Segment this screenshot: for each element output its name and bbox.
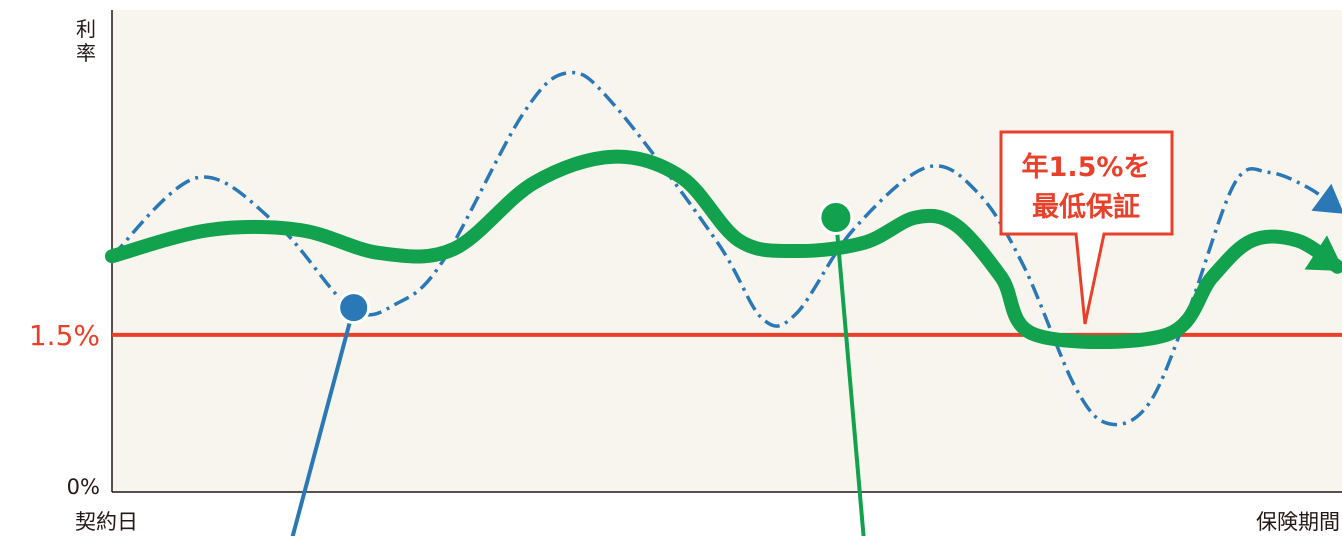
marker-green-leader [833,217,866,536]
plot-area [112,10,1342,492]
x-start-label: 契約日 [75,510,138,534]
marker-green-point [818,199,854,235]
marker-blue-point [337,291,371,325]
y-tick-zero: 0% [67,475,100,499]
callout-line-1: 年1.5%を [1022,151,1151,183]
series-variable-rate-line [110,70,1339,427]
marker-blue-leader [290,307,356,536]
y-axis-label-char-2: 率 [76,41,96,65]
callout-bubble [999,130,1174,325]
series-guaranteed-rate-line [105,149,1342,350]
x-end-label: 保険期間 [1256,510,1340,534]
callout-line-2: 最低保証 [1032,191,1140,223]
guarantee-callout: 年1.5%を 最低保証 [999,130,1174,325]
series-variable-rate-arrow [1311,183,1342,214]
minimum-rate-label: 1.5% [29,319,100,352]
series-guaranteed-rate-arrow [1304,235,1342,272]
y-axis-label-char-1: 利 [76,17,96,41]
